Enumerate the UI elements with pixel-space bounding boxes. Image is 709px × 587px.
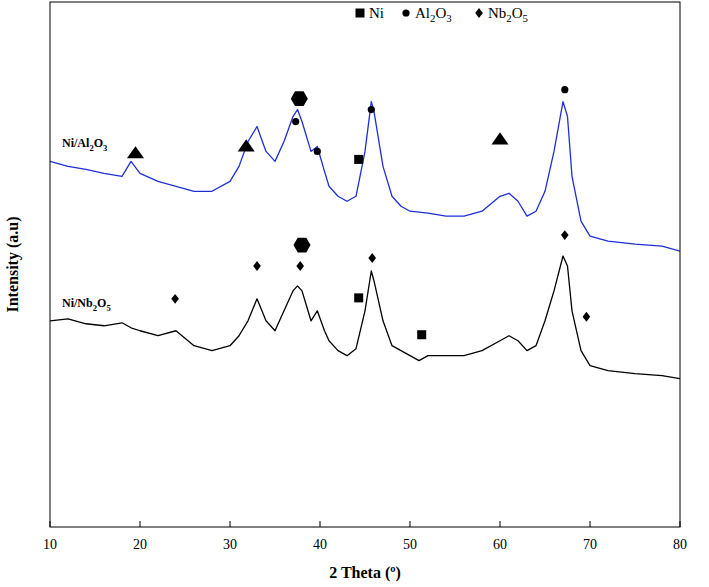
peak-marker xyxy=(171,294,179,304)
peak-marker xyxy=(368,253,376,263)
legend-label: Ni xyxy=(369,5,384,21)
x-tick xyxy=(680,521,681,527)
peak-marker xyxy=(368,106,375,113)
series-label: Ni/Nb2O5 xyxy=(62,296,111,313)
legend-label: Nb2O5 xyxy=(488,5,528,24)
peak-marker xyxy=(561,230,569,240)
x-tick xyxy=(410,521,411,527)
x-tick-label: 20 xyxy=(133,537,147,552)
peak-marker xyxy=(417,330,426,339)
plot-frame xyxy=(50,2,680,527)
x-tick xyxy=(230,521,231,527)
xrd-line xyxy=(50,102,680,251)
peak-marker xyxy=(293,238,310,253)
series-group xyxy=(50,102,680,379)
x-tick-label: 30 xyxy=(223,537,237,552)
peak-marker xyxy=(314,148,321,155)
peak-marker xyxy=(491,132,508,144)
x-tick xyxy=(140,521,141,527)
peak-marker xyxy=(127,146,144,158)
x-tick-label: 10 xyxy=(43,537,57,552)
peak-marker xyxy=(238,139,255,151)
x-tick xyxy=(320,521,321,527)
x-tick-label: 70 xyxy=(583,537,597,552)
xrd-line xyxy=(50,256,680,379)
x-axis-label: 2 Theta (º) xyxy=(329,564,401,582)
peak-marker xyxy=(292,118,299,125)
legend-marker xyxy=(475,8,483,18)
legend-marker xyxy=(356,9,365,18)
legend-label: Al2O3 xyxy=(415,5,452,24)
x-tick xyxy=(590,521,591,527)
y-axis-label: Intensity (a.u) xyxy=(4,216,22,312)
x-tick-label: 40 xyxy=(313,537,327,552)
peak-marker xyxy=(253,261,261,271)
x-tick-label: 50 xyxy=(403,537,417,552)
x-tick-label: 60 xyxy=(493,537,507,552)
peak-marker xyxy=(354,293,363,302)
peak-marker xyxy=(296,261,304,271)
peak-marker xyxy=(291,91,308,106)
series-label: Ni/Al2O3 xyxy=(62,136,108,153)
x-tick xyxy=(500,521,501,527)
legend-marker xyxy=(402,9,409,16)
peak-marker xyxy=(583,312,591,322)
x-tick xyxy=(50,521,51,527)
x-tick-label: 80 xyxy=(673,537,687,552)
peak-marker xyxy=(354,155,363,164)
chart: 10 20 30 40 50 60 70 80 2 Theta (º) Intensity (a.… xyxy=(0,0,709,587)
background xyxy=(0,0,709,587)
peak-marker xyxy=(561,86,568,93)
